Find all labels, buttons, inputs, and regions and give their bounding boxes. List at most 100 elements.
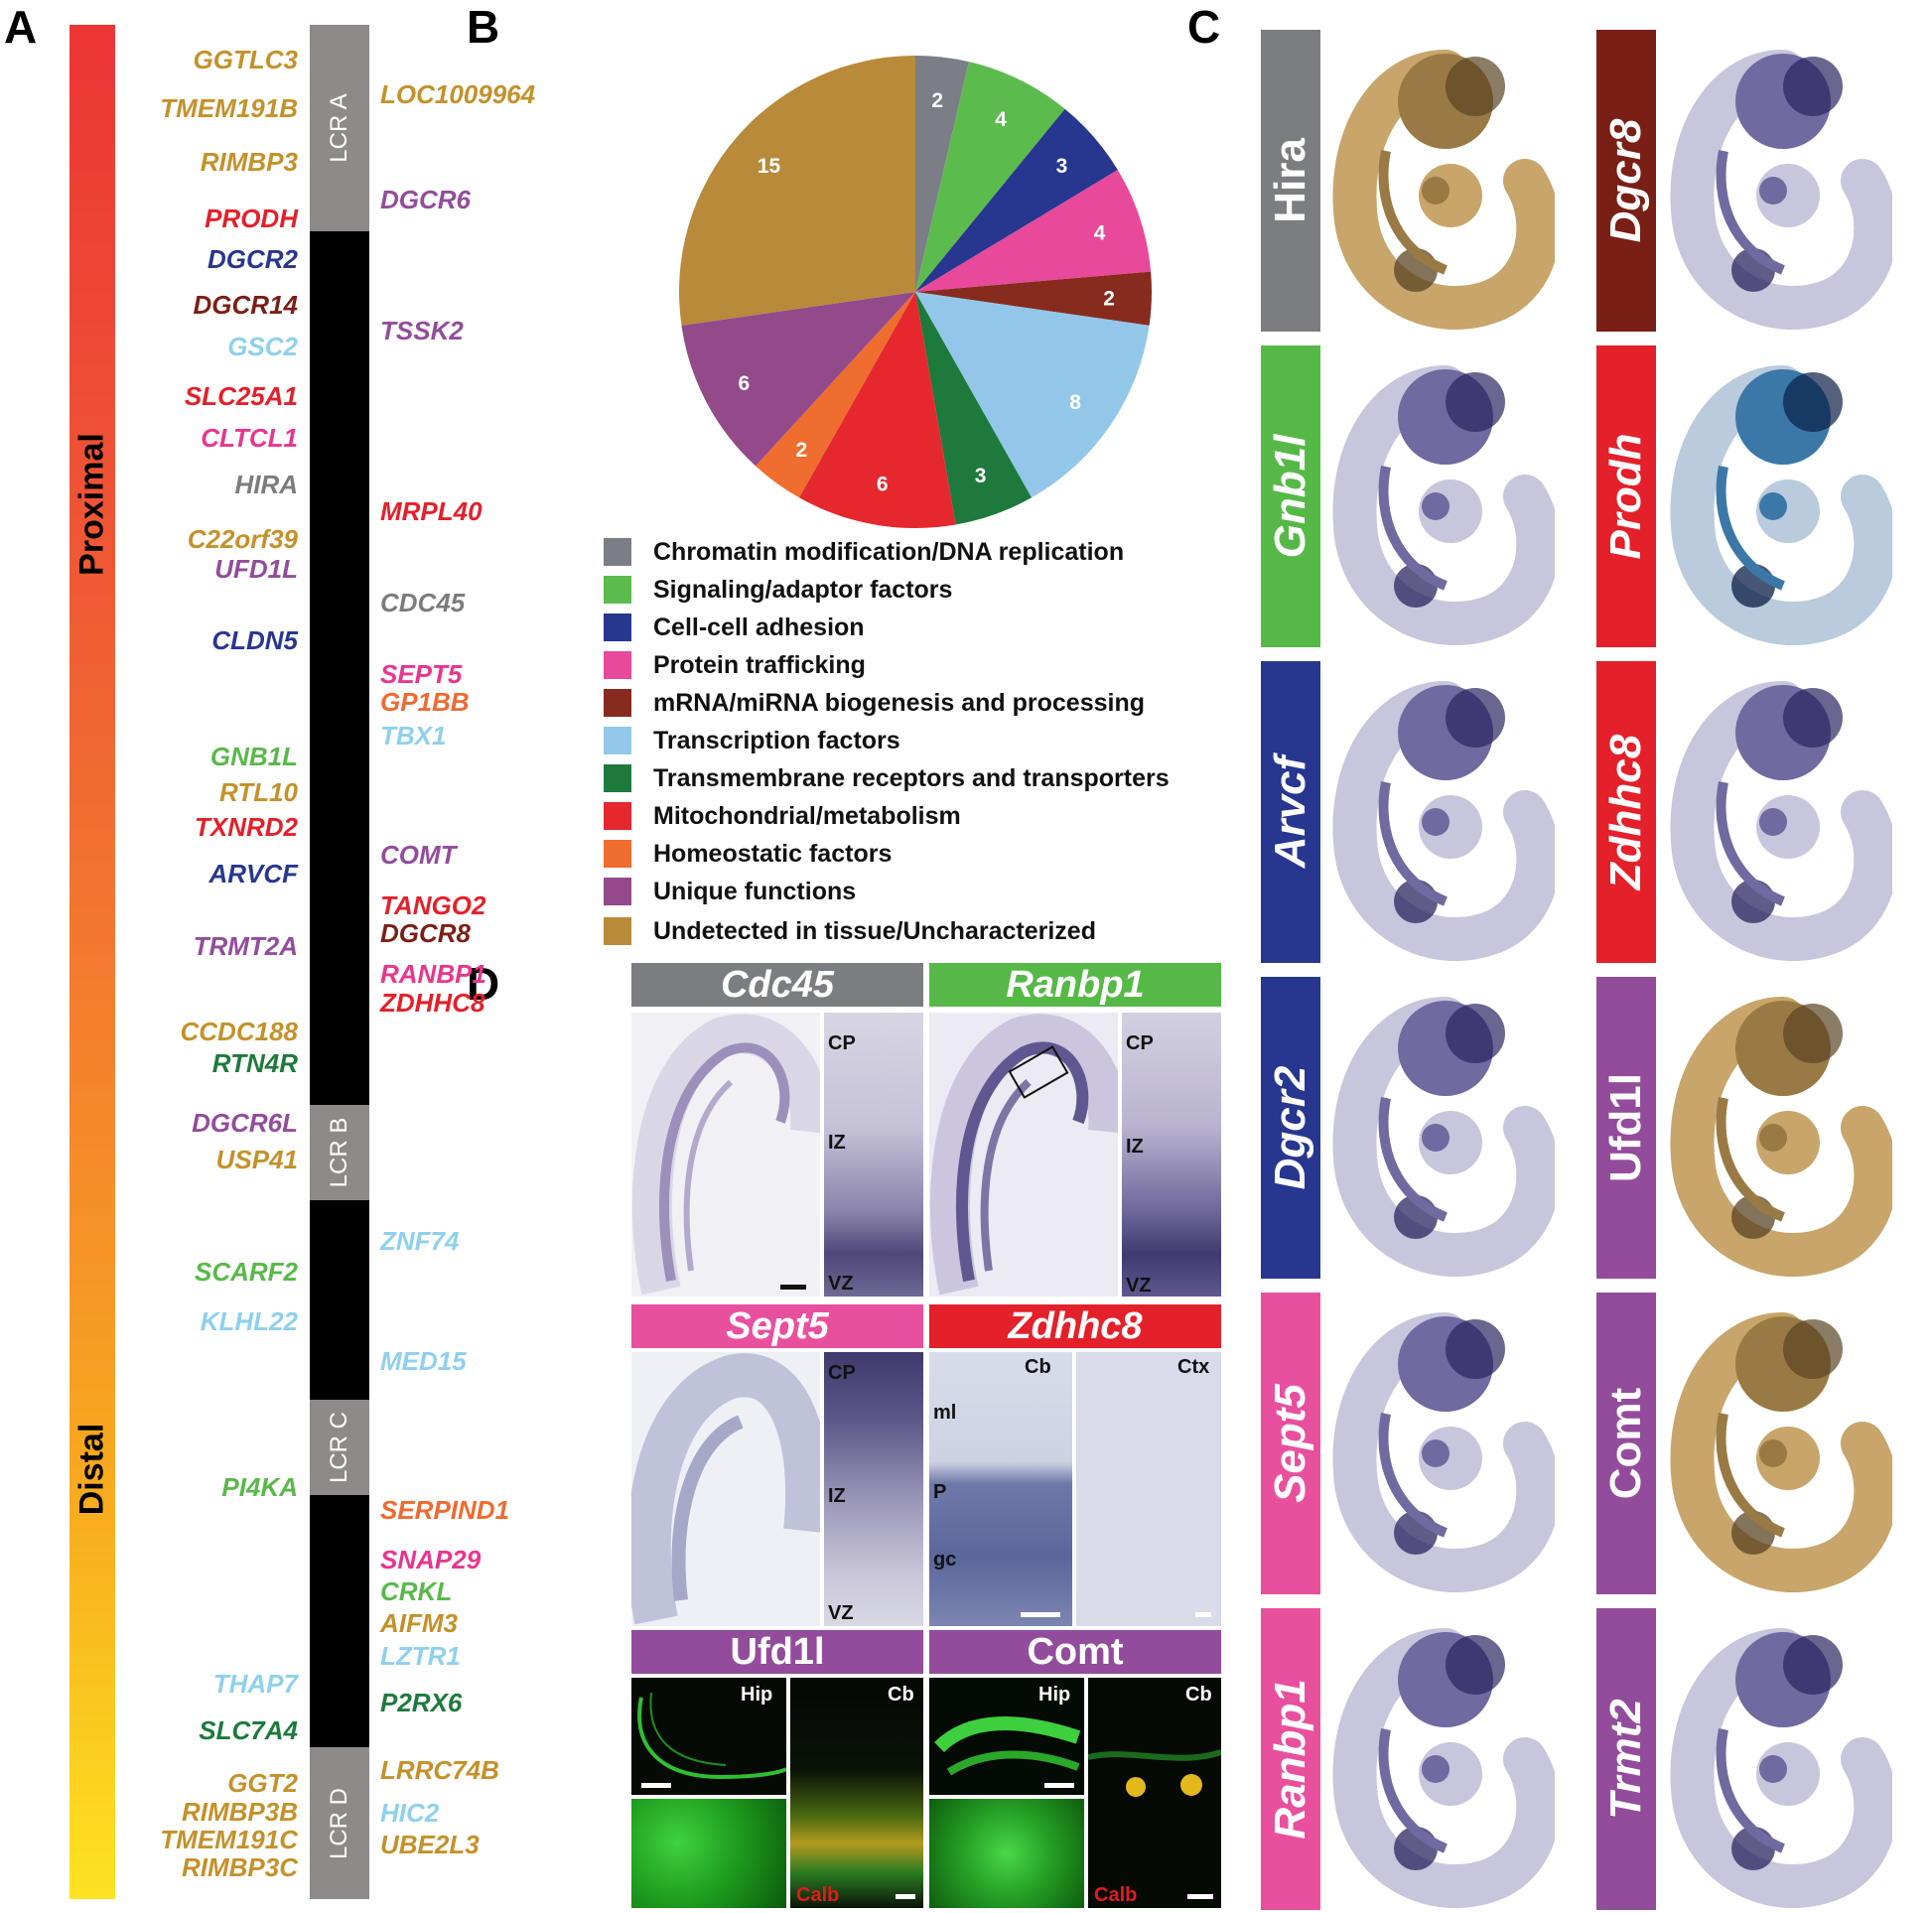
- legend-item-undetected-in-tissue-uncharacterized: Undetected in tissue/Uncharacterized: [604, 916, 1096, 946]
- panel-letter-a: A: [4, 1, 38, 53]
- panel-letter-b: B: [467, 1, 500, 53]
- scale-bar: [1044, 1783, 1074, 1788]
- pie-slice-protein-trafficking: [915, 170, 1152, 292]
- gene-label-ggtlc3: GGTLC3: [193, 45, 298, 74]
- embryo-image-sept5: [1326, 1295, 1561, 1597]
- comt-cerebellum: Cb Calb: [1088, 1678, 1221, 1908]
- comt-hippocampus: Hip: [929, 1678, 1084, 1795]
- gene-label-crkl: CRKL: [380, 1576, 453, 1606]
- iz-label: IZ: [828, 1132, 846, 1154]
- gene-label-txnrd2: TXNRD2: [194, 812, 298, 842]
- embryo-image-zdhhc8: [1664, 663, 1898, 966]
- sept5-cortex-zoom: CP IZ VZ: [824, 1352, 923, 1626]
- scale-bar: [1195, 1612, 1211, 1617]
- gene-label-hira: HIRA: [234, 470, 298, 499]
- d-header-sept5: Sept5: [631, 1304, 923, 1348]
- gene-label-ufd1l: UFD1L: [214, 554, 298, 584]
- hip-label: Hip: [741, 1684, 773, 1706]
- embryo-tag-zdhhc8: Zdhhc8: [1596, 661, 1656, 963]
- embryo-image-gnb1l: [1326, 347, 1561, 650]
- pie-value-label: 3: [975, 465, 987, 487]
- calb-label: Calb: [1094, 1884, 1138, 1906]
- embryo-tag-comt: Comt: [1596, 1293, 1656, 1594]
- gene-label-lrrc74b: LRRC74B: [380, 1755, 499, 1785]
- ufd1l-hippocampus-zoom: [631, 1799, 786, 1908]
- lcr-a-label: LCR A: [326, 93, 352, 163]
- legend-swatch: [604, 689, 631, 717]
- pie-value-label: 4: [995, 108, 1007, 131]
- iz-label: IZ: [1126, 1136, 1144, 1158]
- legend-swatch: [604, 840, 631, 868]
- embryo-image-dgcr8: [1664, 32, 1898, 335]
- gene-label-p2rx6: P2RX6: [380, 1688, 463, 1717]
- legend-label: mRNA/miRNA biogenesis and processing: [653, 688, 1145, 717]
- vz-label: VZ: [828, 1273, 854, 1295]
- pie-value-label: 6: [739, 372, 751, 395]
- gene-label-aifm3: AIFM3: [380, 1608, 458, 1638]
- zdhhc8-cerebellum: Cb ml P gc: [929, 1352, 1072, 1626]
- cb-label: Cb: [1025, 1356, 1051, 1378]
- embryo-image-comt: [1664, 1295, 1898, 1597]
- scale-bar: [1021, 1612, 1060, 1617]
- gene-label-trmt2a: TRMT2A: [193, 931, 298, 961]
- embryo-image-arvcf: [1326, 663, 1561, 966]
- embryo-gene-label: Hira: [1266, 138, 1314, 223]
- vz-label: VZ: [1126, 1275, 1152, 1297]
- legend-swatch: [604, 764, 631, 792]
- legend-swatch: [604, 917, 631, 945]
- ranbp1-cortex-zoom: CP IZ VZ: [1122, 1013, 1221, 1297]
- gene-label-ube2l3: UBE2L3: [380, 1830, 480, 1859]
- gene-label-sept5: SEPT5: [380, 659, 463, 689]
- gene-label-gnb1l: GNB1L: [209, 742, 298, 771]
- ufd1l-hippocampus: Hip: [631, 1678, 786, 1795]
- d-header-comt: Comt: [929, 1630, 1221, 1674]
- cp-label: CP: [828, 1362, 856, 1384]
- cp-label: CP: [1126, 1032, 1154, 1054]
- pie-value-label: 2: [1103, 288, 1115, 311]
- vz-label: VZ: [828, 1602, 854, 1624]
- embryo-gene-label: Trmt2: [1601, 1699, 1650, 1820]
- p-label: P: [933, 1481, 947, 1503]
- cb-label: Cb: [1185, 1684, 1212, 1706]
- gene-label-rtl10: RTL10: [219, 777, 298, 807]
- embryo-tag-dgcr2: Dgcr2: [1261, 977, 1320, 1279]
- embryo-image-ranbp1: [1326, 1610, 1561, 1913]
- gene-label-pi4ka: PI4KA: [221, 1472, 298, 1502]
- legend-item-mrna-mirna-biogenesis-and-processing: mRNA/miRNA biogenesis and processing: [604, 688, 1145, 718]
- cdc45-cortex-zoom: CP IZ VZ: [824, 1013, 923, 1297]
- legend-swatch: [604, 878, 631, 905]
- legend-item-homeostatic-factors: Homeostatic factors: [604, 839, 892, 869]
- gene-label-zdhhc8: ZDHHC8: [380, 988, 485, 1018]
- gene-label-slc25a1: SLC25A1: [184, 381, 298, 411]
- pie-slice-transcription-factors: [915, 292, 1150, 498]
- legend-swatch: [604, 614, 631, 641]
- lcr-a-block: LCR A: [310, 25, 369, 231]
- pie-value-label: 2: [795, 439, 807, 462]
- legend-swatch: [604, 538, 631, 566]
- gene-label-dgcr14: DGCR14: [193, 290, 298, 320]
- gene-label-gsc2: GSC2: [227, 332, 298, 361]
- embryo-image-hira: [1326, 32, 1561, 335]
- gene-label-med15: MED15: [380, 1346, 467, 1376]
- legend-item-cell-cell-adhesion: Cell-cell adhesion: [604, 613, 865, 642]
- legend-label: Mitochondrial/metabolism: [653, 801, 961, 830]
- gene-label-rimbp3b: RIMBP3B: [181, 1797, 298, 1827]
- gene-label-tango2: TANGO2: [380, 890, 486, 920]
- legend-item-protein-trafficking: Protein trafficking: [604, 650, 866, 680]
- gene-label-cltcl1: CLTCL1: [201, 423, 298, 453]
- embryo-gene-label: Sept5: [1266, 1384, 1314, 1503]
- pie-value-label: 2: [931, 89, 943, 112]
- gene-label-dgcr2: DGCR2: [207, 244, 298, 274]
- sept5-brain-section: [631, 1352, 820, 1626]
- embryo-image-trmt2: [1664, 1610, 1898, 1913]
- pie-value-label: 4: [1094, 222, 1106, 245]
- gene-label-ranbp1: RANBP1: [380, 959, 486, 989]
- embryo-gene-label: Dgcr8: [1601, 118, 1650, 243]
- gene-label-tssk2: TSSK2: [380, 316, 464, 345]
- pie-slice-chromatin-modification-dna-replication: [915, 56, 969, 292]
- d-header-ranbp1: Ranbp1: [929, 963, 1221, 1007]
- gene-label-slc7a4: SLC7A4: [199, 1715, 298, 1745]
- pie-value-label: 8: [1069, 391, 1081, 414]
- embryo-gene-label: Ranbp1: [1266, 1679, 1314, 1840]
- d-header-zdhhc8: Zdhhc8: [929, 1304, 1221, 1348]
